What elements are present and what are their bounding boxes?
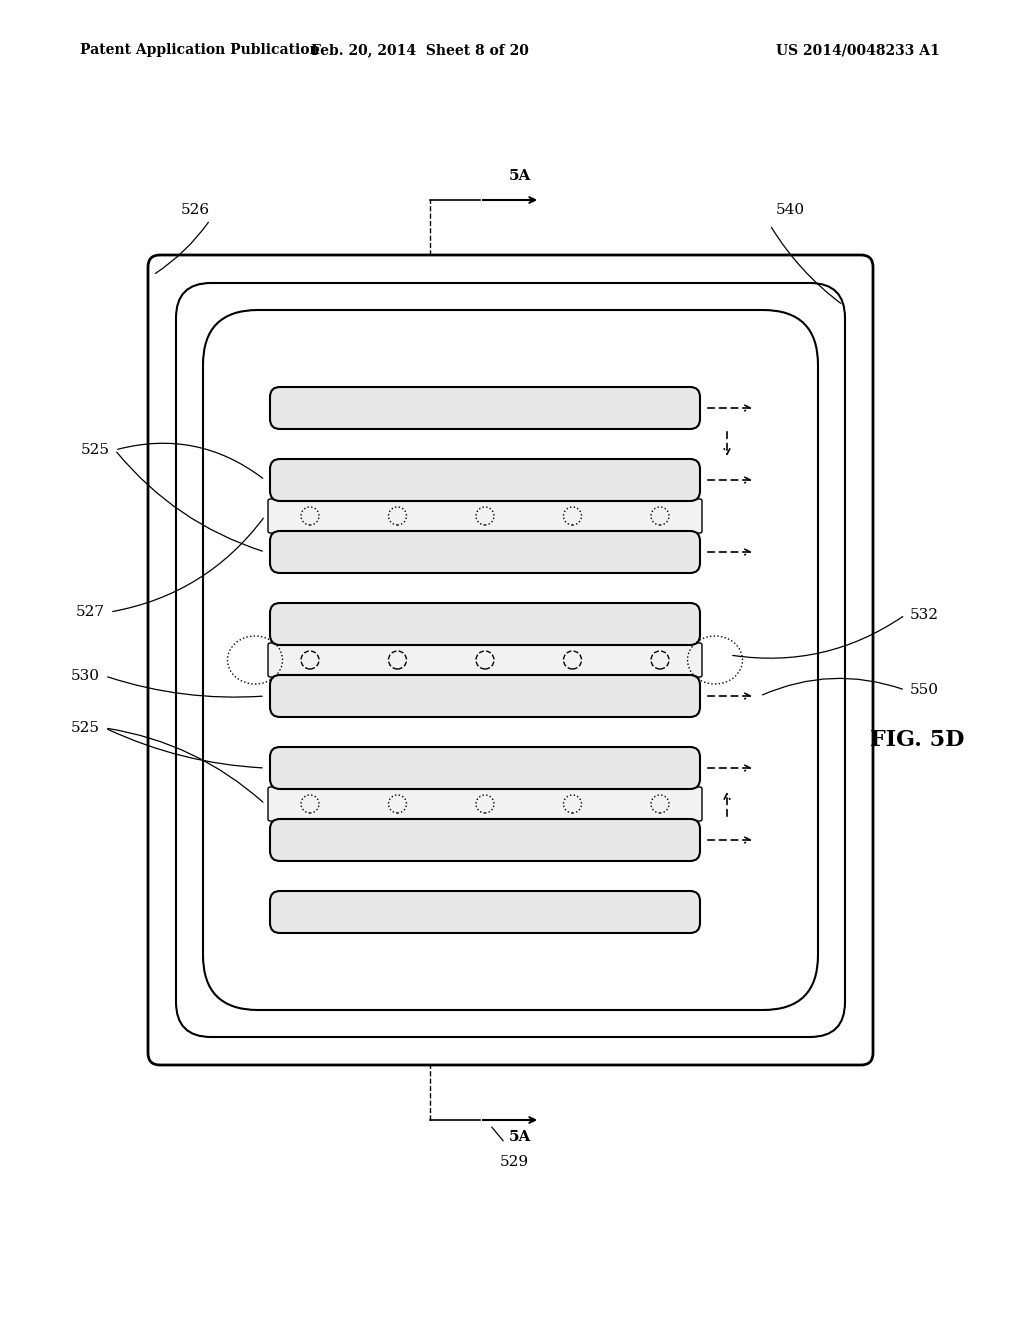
FancyBboxPatch shape (270, 387, 700, 429)
FancyBboxPatch shape (148, 255, 873, 1065)
Text: 540: 540 (775, 203, 805, 216)
Text: FIG. 5D: FIG. 5D (870, 729, 965, 751)
Text: 5A: 5A (509, 1130, 531, 1144)
FancyBboxPatch shape (270, 531, 700, 573)
Text: 529: 529 (500, 1155, 529, 1170)
Text: US 2014/0048233 A1: US 2014/0048233 A1 (776, 44, 940, 57)
FancyBboxPatch shape (268, 499, 702, 533)
FancyBboxPatch shape (270, 747, 700, 789)
FancyBboxPatch shape (268, 643, 702, 677)
Text: Patent Application Publication: Patent Application Publication (80, 44, 319, 57)
FancyBboxPatch shape (270, 603, 700, 645)
FancyBboxPatch shape (270, 891, 700, 933)
Text: 525: 525 (71, 721, 100, 735)
Text: 527: 527 (76, 605, 105, 619)
FancyBboxPatch shape (270, 675, 700, 717)
FancyBboxPatch shape (270, 818, 700, 861)
Text: 530: 530 (71, 669, 100, 682)
FancyBboxPatch shape (270, 459, 700, 502)
Text: 532: 532 (910, 609, 939, 622)
Text: 526: 526 (180, 203, 210, 216)
Text: 5A: 5A (509, 169, 531, 183)
Text: Feb. 20, 2014  Sheet 8 of 20: Feb. 20, 2014 Sheet 8 of 20 (311, 44, 529, 57)
Text: 525: 525 (81, 444, 110, 457)
Text: 550: 550 (910, 682, 939, 697)
FancyBboxPatch shape (268, 787, 702, 821)
